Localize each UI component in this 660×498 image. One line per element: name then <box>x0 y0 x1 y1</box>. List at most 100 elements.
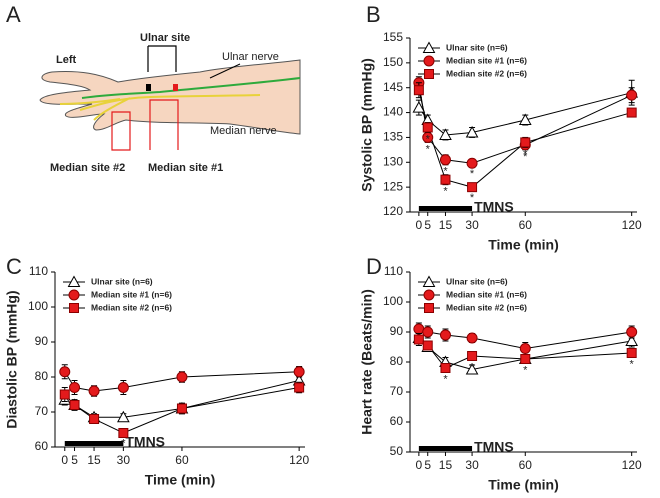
y-tick-label: 125 <box>383 179 403 193</box>
marker <box>439 154 451 166</box>
marker <box>626 107 637 118</box>
legend-label: Median site #2 (n=6) <box>446 302 527 312</box>
marker <box>440 174 451 185</box>
legend-label: Ulnar site (n=6) <box>91 276 153 286</box>
significance: * <box>523 148 528 160</box>
legend-label: Ulnar site (n=6) <box>446 42 508 52</box>
side-label: Left <box>56 54 77 66</box>
marker <box>423 55 435 67</box>
significance: * <box>426 143 431 155</box>
y-tick-label: 135 <box>383 130 403 144</box>
y-tick-label: 155 <box>383 30 403 44</box>
legend-label: Median site #2 (n=6) <box>446 68 527 78</box>
y-tick-label: 140 <box>383 105 403 119</box>
ulnar-nerve-label: Ulnar nerve <box>222 51 279 63</box>
x-axis-label: Time (min) <box>488 477 559 493</box>
y-axis-label: Heart rate (Beats/min) <box>359 289 375 435</box>
stimulation-label: TMNS <box>125 434 165 450</box>
y-tick-label: 110 <box>384 264 403 278</box>
stimulation-bar <box>418 446 473 451</box>
x-tick-label: 0 <box>416 458 423 472</box>
x-tick-label: 120 <box>622 458 642 472</box>
marker <box>413 334 424 345</box>
marker <box>422 41 436 53</box>
ulnar-nerve-line <box>81 77 301 99</box>
marker <box>465 125 479 138</box>
chart-panel: C 60 70 80 90 100 110 0 5 15 30 60 120 Diastolic BP (… <box>4 254 310 488</box>
marker <box>626 348 637 358</box>
y-tick-label: 80 <box>35 369 49 383</box>
significance: * <box>470 168 475 180</box>
y-tick-label: 110 <box>29 264 48 278</box>
x-tick-label: 30 <box>117 453 131 467</box>
y-tick-label: 100 <box>28 299 48 313</box>
stimulation-label: TMNS <box>474 439 514 455</box>
marker <box>67 275 81 287</box>
x-tick-label: 120 <box>622 218 642 232</box>
marker <box>176 371 188 383</box>
electrode <box>173 84 178 91</box>
marker <box>520 137 531 148</box>
marker <box>422 275 436 287</box>
significance: * <box>443 166 448 178</box>
legend-label: Median site #1 (n=6) <box>446 289 527 299</box>
marker <box>519 343 531 354</box>
y-tick-label: 130 <box>383 154 403 168</box>
legend-label: Median site #1 (n=6) <box>446 55 527 65</box>
marker <box>466 332 478 344</box>
significance: * <box>470 192 475 204</box>
marker <box>465 362 479 375</box>
significance: * <box>523 151 528 163</box>
marker <box>626 89 638 101</box>
chart-panel: B 120 125 130 135 140 145 150 155 0 5 15 30 60 120 Syst… <box>359 2 642 253</box>
marker <box>88 385 100 397</box>
y-axis-label: Diastolic BP (mmHg) <box>4 290 20 428</box>
marker <box>413 85 424 96</box>
electrode <box>146 84 151 91</box>
x-tick-label: 30 <box>465 458 479 472</box>
marker <box>59 389 70 400</box>
legend-label: Median site #1 (n=6) <box>91 289 172 299</box>
marker <box>68 289 80 301</box>
y-tick-label: 70 <box>35 404 49 418</box>
marker <box>439 128 452 140</box>
significance: * <box>470 361 475 373</box>
marker <box>422 326 434 338</box>
panel-letter: C <box>6 254 22 279</box>
y-tick-label: 150 <box>383 55 403 69</box>
marker <box>518 113 532 126</box>
marker <box>439 329 451 341</box>
marker <box>293 366 305 378</box>
y-tick-label: 50 <box>390 444 404 458</box>
marker <box>626 326 638 338</box>
significance: * <box>443 373 448 385</box>
marker <box>467 182 478 193</box>
x-tick-label: 0 <box>416 218 423 232</box>
marker <box>520 354 531 364</box>
x-axis-label: Time (min) <box>145 472 216 488</box>
x-tick-label: 0 <box>61 453 68 467</box>
marker <box>117 410 130 423</box>
y-tick-label: 80 <box>390 354 404 368</box>
x-tick-label: 60 <box>175 453 189 467</box>
y-tick-label: 70 <box>390 384 404 398</box>
stimulation-label: TMNS <box>474 199 514 215</box>
marker <box>424 303 434 313</box>
legend-label: Ulnar site (n=6) <box>446 276 508 286</box>
median-nerve-label: Median nerve <box>210 125 277 137</box>
marker <box>118 428 129 438</box>
significance: * <box>121 437 126 449</box>
pointer <box>209 63 241 79</box>
panel-letter: D <box>366 254 382 279</box>
significance: * <box>443 186 448 198</box>
ulnar-site-label: Ulnar site <box>140 32 190 44</box>
median-site-2-label: Median site #2 <box>50 162 125 174</box>
y-tick-label: 90 <box>35 334 49 348</box>
x-tick-label: 15 <box>439 218 453 232</box>
y-tick-label: 145 <box>383 80 403 94</box>
median-nerve-line <box>59 94 261 121</box>
marker <box>422 122 433 133</box>
x-tick-label: 60 <box>519 458 533 472</box>
panel-letter: B <box>366 2 381 27</box>
